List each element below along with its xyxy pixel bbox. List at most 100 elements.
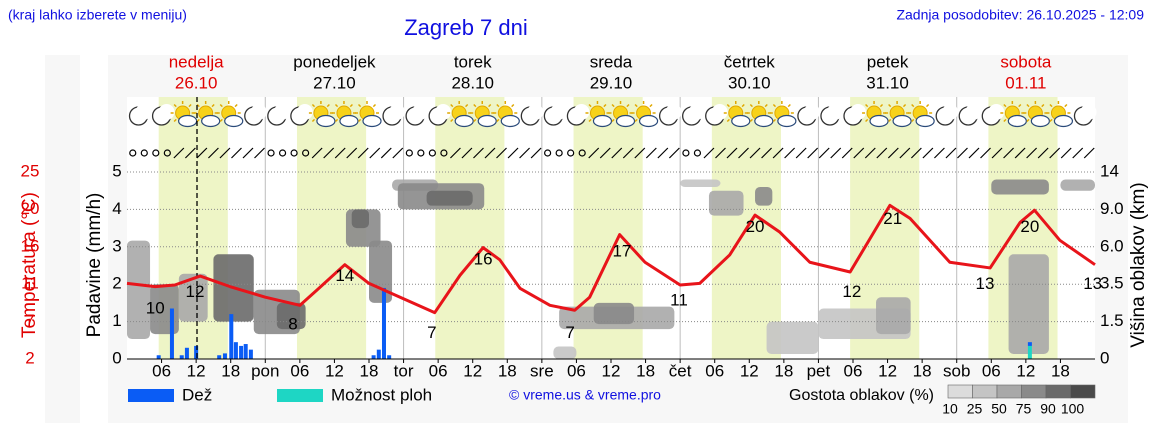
daylight-band <box>435 97 505 359</box>
sun-ray <box>1026 103 1030 108</box>
cloud-legend-box <box>996 384 1022 399</box>
moon-cut <box>550 104 567 120</box>
wind-barb <box>219 147 231 159</box>
sun-ray <box>173 103 177 108</box>
precip-bar <box>1027 342 1032 346</box>
sun-ray <box>787 103 791 108</box>
cloud-legend-label: 25 <box>967 401 983 417</box>
wind-barb <box>461 147 473 159</box>
precip-bar <box>387 355 392 359</box>
wind-calm <box>290 149 298 157</box>
sun-ray <box>741 103 745 108</box>
wind-barb <box>231 147 242 159</box>
wind-barb <box>887 147 899 159</box>
weather-icon <box>405 104 429 126</box>
moon-cut <box>988 104 1005 120</box>
wind-barb <box>991 147 1003 159</box>
weather-icon <box>216 101 244 128</box>
cloud <box>201 114 221 128</box>
precip-tick-label: 5 <box>112 161 121 180</box>
wind-barb <box>715 147 726 159</box>
temp-label: 17 <box>612 242 631 261</box>
moon-cut <box>527 104 544 120</box>
sun-ray <box>188 103 192 108</box>
x-tick-label: pet <box>807 361 831 380</box>
day-date: 30.10 <box>728 73 771 92</box>
cloud-legend-box <box>1021 384 1047 399</box>
cloud <box>454 114 474 128</box>
weather-icon <box>862 101 889 128</box>
legend-swatch <box>128 389 174 402</box>
wind-calm <box>578 149 586 157</box>
precip-bar <box>381 287 386 359</box>
sun-ray <box>911 118 915 123</box>
sun-ray <box>1003 103 1007 108</box>
cloud-cell <box>708 190 744 216</box>
moon-cut <box>573 104 590 120</box>
x-tick-label: 18 <box>1051 361 1070 380</box>
cloud <box>500 114 520 128</box>
sun-ray <box>334 118 339 123</box>
legend-label: Možnost ploh <box>331 385 432 404</box>
sun-ray <box>772 118 777 123</box>
day-date: 29.10 <box>590 73 633 92</box>
wind-barb <box>1026 147 1038 159</box>
cloud-cell <box>876 297 911 335</box>
sun-ray <box>496 118 500 123</box>
weather-icon <box>470 101 497 128</box>
sun-ray <box>326 103 330 108</box>
cloud-legend-box <box>1045 384 1071 399</box>
wind-barb <box>818 147 830 159</box>
x-tick-label: 12 <box>187 361 206 380</box>
temp-label: 14 <box>335 266 354 285</box>
cloud-cell <box>178 273 208 322</box>
weather-icon <box>958 104 982 126</box>
sun-ray <box>234 103 238 108</box>
wind-calm <box>405 149 413 157</box>
wind-barb <box>957 147 968 159</box>
sun-ray <box>357 118 362 123</box>
wind-calm <box>278 149 287 157</box>
wind-barb <box>703 147 715 159</box>
weather-icon <box>682 104 705 126</box>
sun-ray <box>925 103 930 108</box>
precip-bar <box>376 349 381 359</box>
legend-swatch <box>277 389 323 402</box>
sun-ray <box>450 118 454 123</box>
cloud <box>316 114 336 128</box>
wind-barb <box>323 147 335 159</box>
sun-ray <box>473 118 477 123</box>
wind-barb <box>622 147 634 159</box>
wind-barb <box>599 147 611 159</box>
precip-bar <box>217 355 222 359</box>
moon-cut <box>803 104 820 120</box>
wind-barb <box>772 147 784 159</box>
sun-ray <box>1049 103 1053 108</box>
cloud <box>592 114 613 128</box>
wind-barb <box>392 147 404 159</box>
sun-ray <box>465 103 469 108</box>
cloud <box>224 114 244 128</box>
temp-label: 12 <box>186 282 205 301</box>
precip-bar <box>243 344 248 359</box>
wind-barb <box>1060 147 1072 159</box>
cloud-cell <box>1060 179 1095 191</box>
precip-bar <box>229 314 234 359</box>
wind-calm <box>163 149 171 157</box>
sun-ray <box>749 103 753 108</box>
cloud-cell <box>755 186 773 206</box>
wind-barb <box>496 147 507 159</box>
x-tick-label: 06 <box>152 361 171 380</box>
moon-cut <box>665 104 682 120</box>
temp-tick-label: 16 <box>21 236 40 255</box>
wind-barb <box>380 147 392 159</box>
wind-barb <box>519 147 530 159</box>
cloud <box>638 114 659 128</box>
wind-barb <box>530 147 542 159</box>
wind-barb <box>196 147 208 159</box>
weather-icon <box>170 101 198 128</box>
sun-ray <box>626 103 630 108</box>
wind-barb <box>484 147 496 159</box>
temp-tick-label: 25 <box>21 161 40 180</box>
sun-ray <box>372 103 377 108</box>
